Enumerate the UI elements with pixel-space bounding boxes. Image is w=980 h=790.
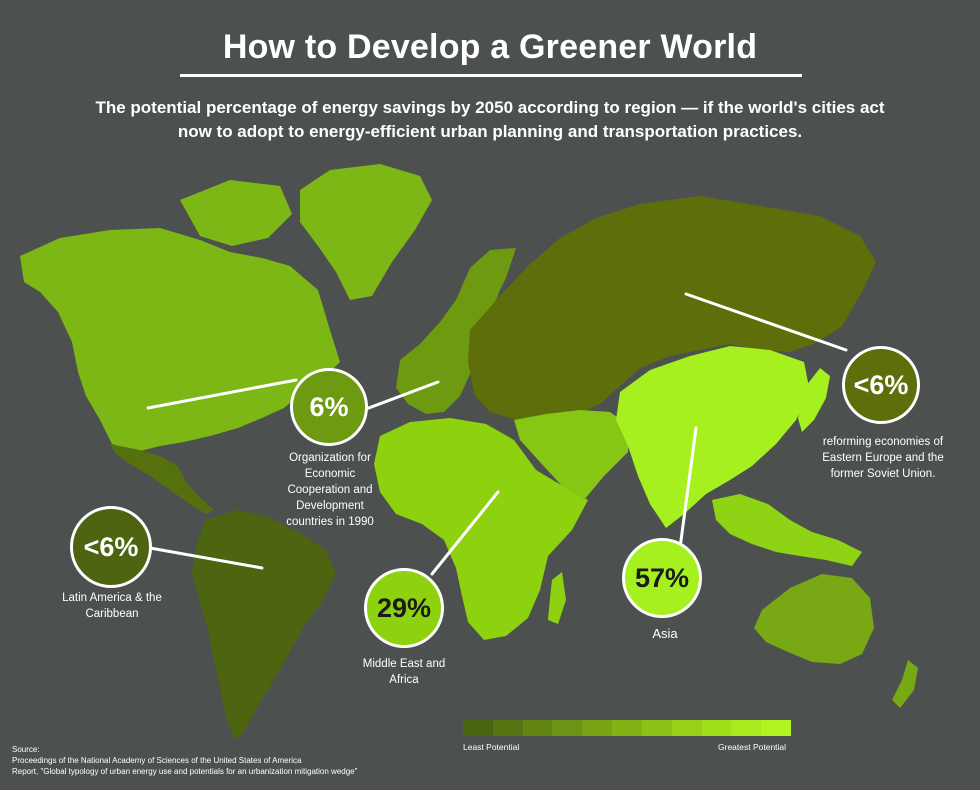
middle-east-shape [514,410,630,500]
south-america-shape [192,510,336,740]
oecd-pointer-europe [356,380,440,414]
legend-swatch [522,720,553,736]
arctic-islands-shape [180,180,292,246]
legend-swatch [701,720,732,736]
source-line-2: Report, "Global typology of urban energy… [12,767,358,776]
legend-swatch [612,720,642,736]
north-america-shape [20,228,340,452]
legend-swatch [761,720,791,736]
legend-swatch [582,720,613,736]
mea-pointer [430,490,500,576]
japan-shape [798,368,830,432]
reform-pointer [684,292,848,352]
central-america-shape [110,444,214,514]
mea-value-bubble: 29% [364,568,444,648]
latin-caption: Latin America & the Caribbean [62,592,162,620]
source-note: Source: Proceedings of the National Acad… [12,744,357,777]
page-subtitle: The potential percentage of energy savin… [95,98,885,141]
reform-caption: reforming economies of Eastern Europe an… [822,436,944,480]
southeast-asia-shape [712,494,862,566]
new-zealand-shape [892,660,918,708]
russia-shape [468,196,876,420]
mea-caption: Middle East and Africa [362,658,446,686]
asia-caption: Asia [652,626,678,641]
asia-value-bubble: 57% [622,538,702,618]
reform-value-bubble: <6% [842,346,920,424]
legend-least-label: Least Potential [463,742,520,752]
oecd-value-bubble: 6% [290,368,368,446]
scandinavia-shape [456,248,516,326]
pointer-lines [146,292,848,576]
reform-value: <6% [853,369,909,400]
oecd-pointer-usa [146,378,298,410]
asia-pointer [678,426,698,550]
legend-swatch [552,720,583,736]
asia-value: 57% [634,562,690,593]
legend-swatch [492,720,523,736]
legend-swatch [463,720,493,736]
latin-value-bubble: <6% [70,506,152,588]
legend-gradient-bar [463,720,791,736]
asia-shape [616,346,810,528]
source-line-1: Proceedings of the National Academy of S… [12,756,302,765]
source-heading: Source: [12,745,40,754]
page-title: How to Develop a Greener World [222,28,758,66]
mea-value: 29% [376,592,432,623]
title-underline [180,74,802,77]
greenland-shape [300,164,432,300]
oecd-value: 6% [309,391,349,422]
legend-greatest-label: Greatest Potential [718,742,787,752]
latin-value: <6% [83,531,139,562]
legend-swatch [671,720,702,736]
latin-pointer [148,546,264,570]
oecd-caption: Organization for Economic Cooperation an… [286,452,374,528]
africa-shape [374,418,588,640]
legend-swatch [641,720,672,736]
australia-shape [754,574,874,664]
legend-swatch [731,720,762,736]
madagascar-shape [548,572,566,624]
